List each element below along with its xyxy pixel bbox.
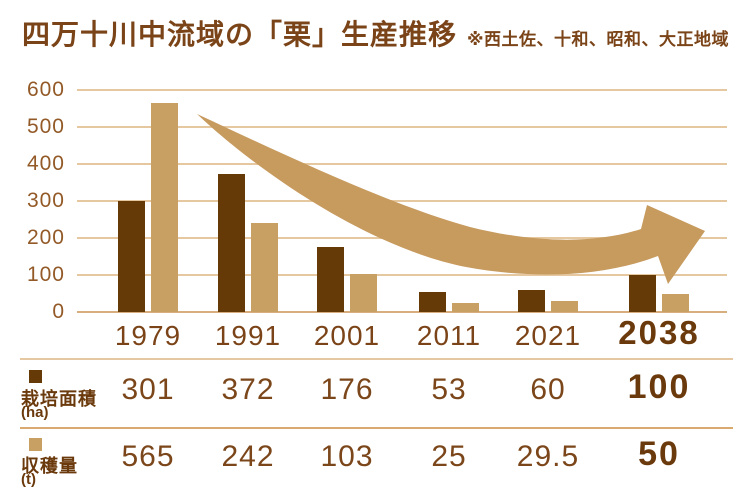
gridline xyxy=(77,311,727,313)
title-row: 四万十川中流域の「栗」生産推移 ※西土佐、十和、昭和、大正地域 xyxy=(22,18,729,52)
bar-series1-1979 xyxy=(151,103,178,312)
bar-series0-2001 xyxy=(317,246,344,312)
bar-series0-2021 xyxy=(518,289,545,312)
value-cell: 29.5 xyxy=(516,440,580,473)
y-tick-label: 100 xyxy=(26,263,65,286)
bar-series1-2021 xyxy=(551,301,578,312)
y-tick-label: 200 xyxy=(26,226,65,249)
year-label: 2001 xyxy=(313,320,381,351)
bar-series1-1991 xyxy=(251,222,278,312)
value-cell: 301 xyxy=(121,373,175,406)
value-cell: 50 xyxy=(638,435,680,473)
table-divider-top xyxy=(20,358,733,360)
bar-series0-1991 xyxy=(218,174,245,312)
table-divider-bottom xyxy=(20,427,733,429)
legend-swatch-harvest xyxy=(29,438,42,451)
title-note: ※西土佐、十和、昭和、大正地域 xyxy=(467,29,730,49)
value-cell: 60 xyxy=(530,373,566,406)
y-tick-label: 400 xyxy=(26,152,65,175)
legend-swatch-area xyxy=(29,370,42,383)
y-tick-label: 600 xyxy=(26,78,65,101)
value-cell: 100 xyxy=(627,368,691,406)
row-label-area: 栽培面積 xyxy=(21,389,97,409)
bar-series1-2038 xyxy=(662,293,689,312)
row-unit-area: (ha) xyxy=(21,404,49,421)
value-cell: 176 xyxy=(320,373,374,406)
year-label: 2011 xyxy=(416,320,482,351)
value-cell: 103 xyxy=(320,440,374,473)
bar-series0-1979 xyxy=(118,200,145,312)
row-unit-harvest: (t) xyxy=(21,471,36,488)
y-tick-label: 500 xyxy=(26,115,65,138)
bar-series0-2038 xyxy=(629,275,656,312)
value-cell: 372 xyxy=(221,373,275,406)
bar-series1-2001 xyxy=(350,273,377,312)
y-tick-label: 300 xyxy=(26,189,65,212)
year-label: 2038 xyxy=(618,314,700,351)
row-label-harvest: 収穫量 xyxy=(21,456,78,476)
value-cell: 25 xyxy=(431,440,467,473)
gridline xyxy=(77,89,727,91)
bar-series0-2011 xyxy=(419,292,446,312)
year-label: 1979 xyxy=(114,320,182,351)
value-cell: 53 xyxy=(431,373,467,406)
value-cell: 565 xyxy=(121,440,175,473)
y-tick-label: 0 xyxy=(52,300,65,323)
bar-series1-2011 xyxy=(452,302,479,313)
page-title: 四万十川中流域の「栗」生産推移 xyxy=(22,19,458,50)
year-label: 2021 xyxy=(514,320,582,351)
year-label: 1991 xyxy=(214,320,282,351)
value-cell: 242 xyxy=(221,440,275,473)
